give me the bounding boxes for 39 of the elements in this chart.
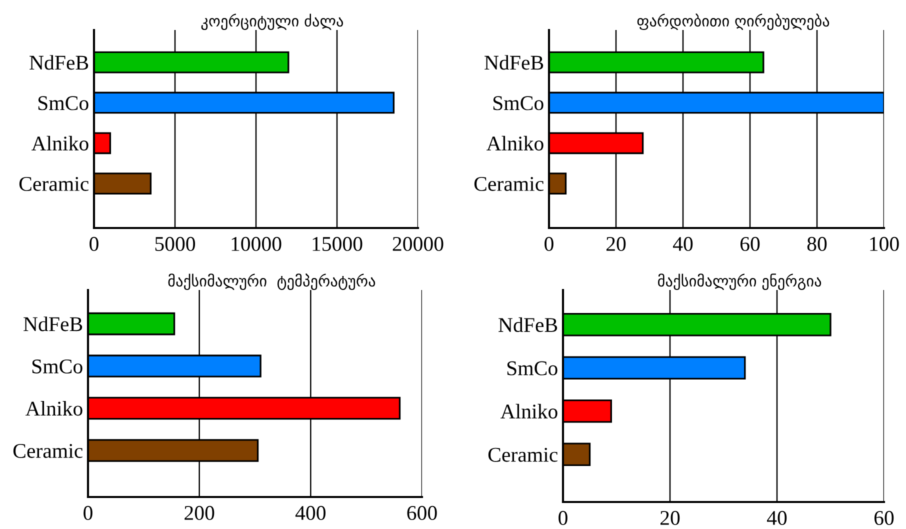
x-tick-label: 80 [807, 236, 827, 251]
y-tick-label: Alniko [31, 136, 88, 151]
x-tick-label: 40 [766, 510, 787, 525]
x-tick-label: 100 [870, 236, 899, 251]
chart-title: კოერციტული ძალა [201, 14, 344, 30]
x-tick-label: 40 [672, 236, 693, 251]
y-tick-label: NdFeB [24, 316, 82, 332]
y-tick-label: NdFeB [498, 317, 558, 332]
y-tick-label: SmCo [493, 96, 544, 110]
y-tick-label: Alniko [486, 136, 544, 151]
chart-title: ფარდობითი ღირებულება [637, 14, 830, 30]
y-tick-label: Ceramic [19, 176, 88, 191]
y-tick-label: SmCo [32, 359, 82, 374]
x-tick-label: 20 [660, 510, 680, 525]
x-tick-label: 0 [544, 236, 554, 251]
y-tick-label: Ceramic [474, 176, 544, 191]
y-tick-label: Ceramic [488, 448, 558, 462]
y-tick-label: NdFeB [30, 55, 88, 70]
x-tick-label: 0 [558, 510, 568, 525]
x-tick-label: 0 [90, 236, 98, 251]
y-tick-label: Alniko [25, 401, 82, 416]
chart-title: მაქსიმალური ენერგია [658, 274, 822, 290]
chart-title: მაქსიმალური ტემპერატურა [168, 274, 376, 290]
x-tick-label: 20 [606, 236, 626, 251]
y-tick-label: Ceramic [13, 444, 82, 458]
x-tick-label: 20000 [392, 236, 444, 251]
x-tick-label: 0 [84, 506, 92, 520]
x-tick-label: 200 [184, 506, 214, 520]
y-tick-label: SmCo [507, 361, 558, 376]
x-tick-label: 60 [874, 510, 894, 525]
x-tick-label: 5000 [155, 236, 196, 251]
y-tick-label: Alniko [500, 404, 558, 419]
x-tick-label: 400 [295, 506, 326, 520]
x-tick-label: 15000 [312, 236, 362, 251]
x-tick-label: 60 [740, 236, 760, 251]
x-tick-label: 600 [407, 506, 437, 520]
y-tick-label: SmCo [38, 96, 88, 110]
x-tick-label: 10000 [232, 236, 282, 251]
y-tick-label: NdFeB [484, 55, 544, 70]
